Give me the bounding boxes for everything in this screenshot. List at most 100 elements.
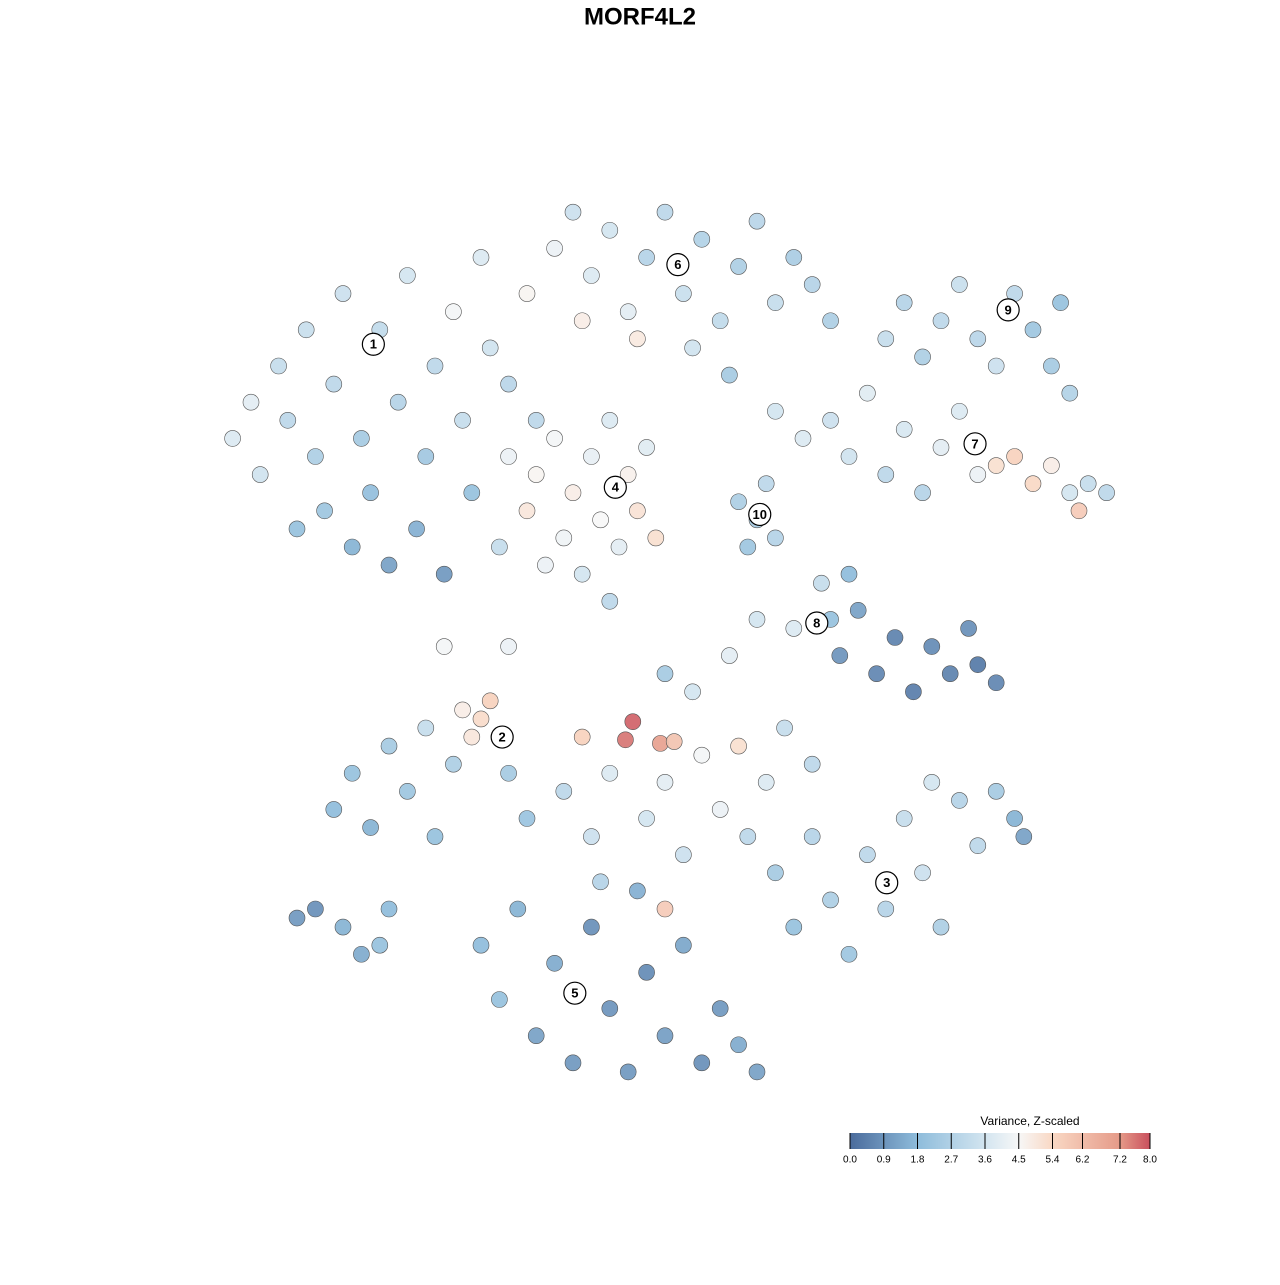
- point: [472, 710, 490, 728]
- point: [343, 764, 361, 782]
- cluster-label: 6: [674, 257, 681, 272]
- point: [334, 918, 352, 936]
- point: [969, 466, 987, 483]
- point: [435, 565, 453, 583]
- point: [987, 783, 1005, 800]
- point: [491, 991, 508, 1008]
- point: [711, 1000, 729, 1017]
- point: [371, 936, 389, 954]
- point: [564, 484, 582, 502]
- point: [822, 891, 839, 909]
- point: [748, 1063, 766, 1081]
- point: [583, 267, 600, 284]
- point: [518, 285, 536, 302]
- point: [767, 864, 784, 882]
- colorbar-tick-label: 7.2: [1113, 1155, 1127, 1166]
- cluster-label: 5: [571, 986, 578, 1001]
- point: [297, 321, 315, 339]
- point: [886, 629, 904, 646]
- point: [307, 448, 324, 465]
- point: [583, 918, 600, 936]
- point: [610, 538, 628, 556]
- point: [463, 728, 481, 746]
- point: [454, 701, 471, 719]
- point: [583, 828, 600, 845]
- point: [601, 592, 619, 610]
- point: [748, 611, 766, 628]
- point: [509, 900, 527, 918]
- point: [1043, 357, 1060, 375]
- point: [730, 493, 747, 511]
- cluster-marker: [805, 611, 829, 635]
- point: [408, 520, 425, 538]
- cluster-label: 8: [813, 615, 820, 630]
- point: [601, 1000, 619, 1017]
- point: [776, 719, 793, 737]
- point: [500, 638, 517, 655]
- point: [969, 656, 987, 673]
- colorbar-title: Variance, Z-scaled: [980, 1114, 1079, 1128]
- colorbar: Variance, Z-scaled 0.0 0.9 1.8 2.7 3.6 4.5 5.4…: [843, 1114, 1157, 1165]
- point: [472, 249, 490, 266]
- cluster-marker: [361, 332, 385, 356]
- point: [905, 683, 922, 701]
- point: [472, 936, 490, 954]
- point: [1024, 321, 1042, 339]
- point: [518, 810, 536, 827]
- point: [270, 357, 287, 375]
- cluster-label: 4: [612, 480, 620, 495]
- point: [895, 294, 913, 311]
- point: [564, 1054, 582, 1072]
- point: [868, 665, 885, 683]
- point: [1024, 475, 1042, 492]
- point: [546, 954, 563, 972]
- point: [638, 810, 655, 827]
- point: [652, 735, 669, 752]
- point: [638, 249, 655, 266]
- point: [426, 357, 444, 375]
- point: [693, 746, 711, 764]
- point: [675, 846, 692, 864]
- point: [914, 484, 931, 502]
- point: [803, 276, 821, 293]
- point: [417, 719, 435, 737]
- point: [941, 665, 959, 683]
- point: [960, 620, 977, 637]
- colorbar-tick-label: 5.4: [1046, 1155, 1060, 1166]
- point: [573, 312, 591, 330]
- point: [914, 348, 931, 366]
- point: [656, 203, 674, 221]
- point: [951, 792, 968, 809]
- point: [987, 357, 1005, 375]
- colorbar-tick-label: 6.2: [1076, 1155, 1090, 1166]
- point: [969, 330, 987, 348]
- point: [859, 846, 876, 864]
- point: [399, 783, 416, 800]
- cluster-label: 7: [971, 436, 978, 451]
- point: [693, 1054, 711, 1072]
- point: [895, 421, 913, 438]
- chart-title: MORF4L2: [584, 3, 696, 30]
- point: [1006, 448, 1023, 465]
- cluster-marker: [963, 432, 987, 456]
- point: [546, 430, 563, 447]
- point: [564, 203, 582, 221]
- point: [380, 737, 398, 755]
- point: [527, 466, 545, 483]
- cluster-marker: [563, 981, 587, 1005]
- point: [813, 574, 830, 592]
- point: [583, 448, 600, 465]
- point: [426, 828, 444, 845]
- point: [601, 411, 619, 429]
- point: [1061, 384, 1079, 402]
- colorbar-tick-label: 8.0: [1143, 1155, 1157, 1166]
- point: [500, 764, 517, 782]
- point: [491, 538, 508, 556]
- point: [592, 873, 609, 891]
- cluster-marker: [748, 502, 772, 527]
- cluster-marker: [875, 871, 899, 895]
- point: [353, 945, 370, 963]
- point: [969, 837, 987, 854]
- cluster-marker: [603, 475, 627, 499]
- point: [629, 502, 646, 520]
